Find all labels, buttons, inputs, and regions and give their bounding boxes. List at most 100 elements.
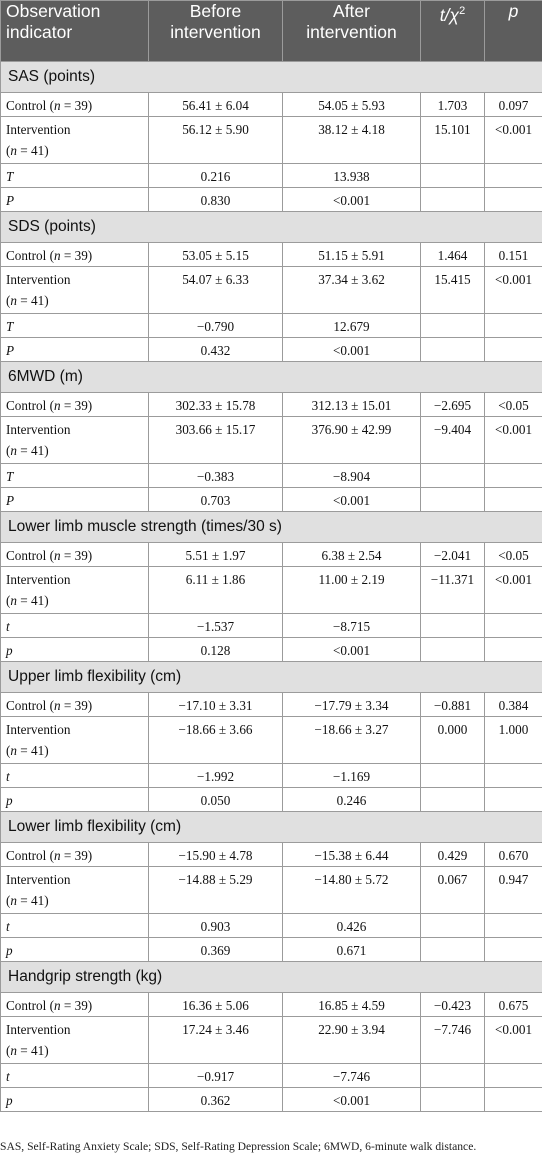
table-row-intervention: Intervention (n = 41) 303.66 ± 15.17 376.90… [0,416,542,464]
statistic-after-cell: −8.904 [282,463,421,488]
intervention-after-cell: 38.12 ± 4.18 [282,116,421,164]
intervention-p-cell: <0.001 [484,416,542,464]
control-stat-cell: 1.464 [420,242,485,267]
section-header-row: SDS (points) [0,211,542,243]
table-row-intervention: Intervention (n = 41) −18.66 ± 3.66 −18.66 … [0,716,542,764]
header-test-statistic-sup: 2 [459,5,466,17]
p-value-before-cell: 0.703 [148,487,283,512]
table-row-intervention: Intervention (n = 41) 56.12 ± 5.90 38.12 ± … [0,116,542,164]
control-stat-cell: −2.695 [420,392,485,417]
open-paren: ( [6,143,11,158]
p-value-label: p [0,787,149,812]
p-value-label: P [0,337,149,362]
intervention-after-cell: 22.90 ± 3.94 [282,1016,421,1064]
control-word: Control ( [6,98,54,113]
table-row-p-value: P 0.703 <0.001 [0,487,542,512]
table-row-control: Control (n = 39) 5.51 ± 1.97 6.38 ± 2.54 −2… [0,542,542,567]
open-paren: ( [6,593,11,608]
empty-cell [484,1087,542,1112]
n-symbol: n [10,593,17,608]
table-footnote: SAS, Self-Rating Anxiety Scale; SDS, Sel… [0,1140,477,1153]
n-symbol: n [10,1043,17,1058]
section-title: Handgrip strength (kg) [0,961,542,993]
p-value-label: p [0,1087,149,1112]
open-paren: ( [6,443,11,458]
table-row-statistic: T −0.383 −8.904 [0,463,542,488]
control-group-label: Control (n = 39) [0,92,149,117]
statistic-label: t [0,613,149,638]
intervention-after-cell: 37.34 ± 3.62 [282,266,421,314]
control-stat-cell: 0.429 [420,842,485,867]
table-body: SAS (points) Control (n = 39) 56.41 ± 6.04… [0,61,542,1112]
intervention-word: Intervention [6,1022,71,1037]
empty-cell [420,613,485,638]
p-value-before-cell: 0.369 [148,937,283,962]
header-p-value: p [484,0,542,62]
p-value-before-cell: 0.128 [148,637,283,662]
empty-cell [420,487,485,512]
empty-cell [420,337,485,362]
intervention-count: = 41) [17,293,49,308]
empty-cell [420,163,485,188]
statistic-before-cell: −1.992 [148,763,283,788]
table-row-p-value: p 0.128 <0.001 [0,637,542,662]
statistic-before-cell: 0.216 [148,163,283,188]
empty-cell [484,163,542,188]
table-row-intervention: Intervention (n = 41) 54.07 ± 6.33 37.34 ± … [0,266,542,314]
control-count: = 39) [60,698,93,713]
table-row-statistic: t −1.537 −8.715 [0,613,542,638]
empty-cell [484,1063,542,1088]
table-row-p-value: p 0.050 0.246 [0,787,542,812]
intervention-before-cell: −14.88 ± 5.29 [148,866,283,914]
table-row-control: Control (n = 39) −17.10 ± 3.31 −17.79 ± 3.… [0,692,542,717]
control-word: Control ( [6,548,54,563]
control-group-label: Control (n = 39) [0,242,149,267]
control-count: = 39) [60,398,93,413]
intervention-word: Intervention [6,722,71,737]
n-symbol: n [10,893,17,908]
control-p-cell: 0.151 [484,242,542,267]
n-symbol: n [54,548,61,563]
intervention-p-cell: <0.001 [484,566,542,614]
intervention-stat-cell: 0.067 [420,866,485,914]
n-symbol: n [54,98,61,113]
control-before-cell: 5.51 ± 1.97 [148,542,283,567]
intervention-p-cell: 1.000 [484,716,542,764]
n-symbol: n [10,293,17,308]
section-title: SAS (points) [0,61,542,93]
empty-cell [420,1063,485,1088]
table-row-intervention: Intervention (n = 41) 6.11 ± 1.86 11.00 ± 2… [0,566,542,614]
section-header-row: Upper limb flexibility (cm) [0,661,542,693]
table-row-intervention: Intervention (n = 41) −14.88 ± 5.29 −14.80 … [0,866,542,914]
section-header-row: SAS (points) [0,61,542,93]
p-value-after-cell: <0.001 [282,487,421,512]
empty-cell [484,787,542,812]
empty-cell [484,463,542,488]
intervention-stat-cell: −11.371 [420,566,485,614]
control-word: Control ( [6,848,54,863]
n-symbol: n [10,743,17,758]
intervention-count: = 41) [17,743,49,758]
control-after-cell: 54.05 ± 5.93 [282,92,421,117]
statistic-after-cell: −7.746 [282,1063,421,1088]
control-stat-cell: 1.703 [420,92,485,117]
control-group-label: Control (n = 39) [0,692,149,717]
p-value-label: p [0,937,149,962]
empty-cell [484,313,542,338]
intervention-p-cell: 0.947 [484,866,542,914]
header-before-intervention: Before intervention [148,0,283,62]
statistic-before-cell: −0.917 [148,1063,283,1088]
empty-cell [484,763,542,788]
statistic-before-cell: −0.383 [148,463,283,488]
intervention-stat-cell: 15.415 [420,266,485,314]
intervention-word: Intervention [6,872,71,887]
p-value-after-cell: <0.001 [282,337,421,362]
empty-cell [420,937,485,962]
intervention-word: Intervention [6,572,71,587]
table-row-control: Control (n = 39) −15.90 ± 4.78 −15.38 ± 6.… [0,842,542,867]
table-row-statistic: T −0.790 12.679 [0,313,542,338]
empty-cell [420,763,485,788]
p-value-before-cell: 0.432 [148,337,283,362]
control-p-cell: <0.05 [484,542,542,567]
statistic-before-cell: −1.537 [148,613,283,638]
